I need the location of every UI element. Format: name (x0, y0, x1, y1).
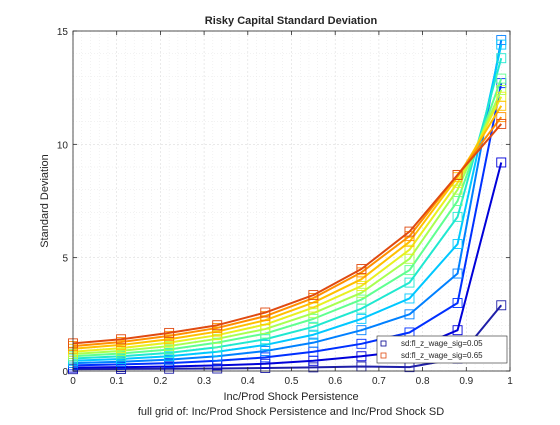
data-point (496, 118, 507, 129)
data-point (308, 362, 319, 373)
data-point (356, 294, 367, 305)
data-point (452, 239, 463, 250)
data-point (452, 196, 463, 206)
series-line-5 (72, 57, 503, 360)
x-tick-label: 0.6 (328, 376, 342, 387)
series-11 (68, 118, 507, 349)
data-point (404, 293, 415, 304)
data-point (260, 334, 271, 345)
series-line-9 (72, 105, 503, 350)
data-point (308, 329, 319, 340)
x-tick-label: 1 (507, 376, 513, 387)
x-tick-label: 0.2 (153, 376, 167, 387)
data-point (116, 334, 127, 345)
data-point (452, 298, 463, 308)
data-point (496, 157, 507, 168)
data-point (356, 287, 367, 298)
series-layer (68, 35, 507, 375)
legend-label-0: sd:fl_z_wage_sig=0.05 (401, 339, 483, 348)
data-point (496, 73, 507, 84)
y-axis-label: Standard Deviation (39, 154, 51, 248)
series-line-8 (72, 96, 503, 353)
data-point (452, 325, 463, 336)
data-point (308, 321, 319, 332)
x-tick-label: 0.3 (197, 376, 211, 387)
chart-title: Risky Capital Standard Deviation (205, 15, 378, 27)
data-point (404, 244, 415, 255)
series-line-2 (72, 82, 503, 367)
series-line-4 (72, 44, 503, 362)
data-point (404, 309, 415, 320)
x-axis-label: Inc/Prod Shock Persistence (223, 391, 358, 403)
data-point (260, 358, 271, 369)
legend-box (376, 335, 508, 364)
series-line-7 (72, 89, 503, 355)
data-point (260, 339, 271, 350)
data-point (260, 307, 271, 318)
legend-label-1: sd:fl_z_wage_sig=0.65 (401, 351, 483, 360)
data-point (404, 277, 415, 288)
data-point (496, 100, 507, 111)
x-tick-label: 0.4 (241, 376, 255, 387)
data-point (308, 337, 319, 348)
series-line-11 (72, 123, 503, 345)
x-tick-label: 0.7 (372, 376, 386, 387)
y-tick-label: 5 (62, 254, 68, 265)
x-tick-label: 0 (70, 376, 76, 387)
data-point (308, 313, 319, 324)
data-point (496, 112, 507, 123)
y-tick-label: 0 (62, 367, 68, 378)
data-point (356, 313, 367, 324)
series-line-3 (72, 39, 503, 365)
data-point (356, 264, 367, 274)
x-tick-label: 0.1 (110, 376, 124, 387)
data-point (452, 211, 463, 222)
x-tick-label: 0.5 (285, 376, 299, 387)
data-point (356, 325, 367, 336)
series-line-6 (72, 78, 503, 358)
data-point (260, 352, 271, 363)
data-point (496, 39, 507, 50)
data-point (308, 290, 319, 301)
legend: sd:fl_z_wage_sig=0.05 sd:fl_z_wage_sig=0… (376, 335, 508, 364)
data-point (356, 338, 367, 349)
data-point (212, 320, 223, 331)
data-point (356, 274, 367, 285)
data-point (496, 84, 507, 95)
x-tick-label: 0.8 (416, 376, 430, 387)
data-point (356, 281, 367, 291)
data-point (404, 226, 415, 237)
data-point (404, 265, 415, 276)
legend-marker-0 (380, 340, 387, 347)
data-point (308, 308, 319, 319)
data-point (260, 346, 271, 357)
figure-caption: full grid of: Inc/Prod Shock Persistence… (138, 406, 444, 418)
data-point (452, 268, 463, 279)
legend-marker-1 (380, 352, 387, 359)
y-tick-label: 10 (57, 140, 69, 151)
x-tick-label: 0.9 (459, 376, 473, 387)
data-point (496, 53, 507, 64)
y-tick-label: 15 (57, 27, 69, 38)
data-point (164, 327, 175, 338)
series-line-10 (72, 116, 503, 348)
data-point (356, 351, 367, 362)
data-point (496, 300, 507, 311)
data-point (452, 169, 463, 180)
